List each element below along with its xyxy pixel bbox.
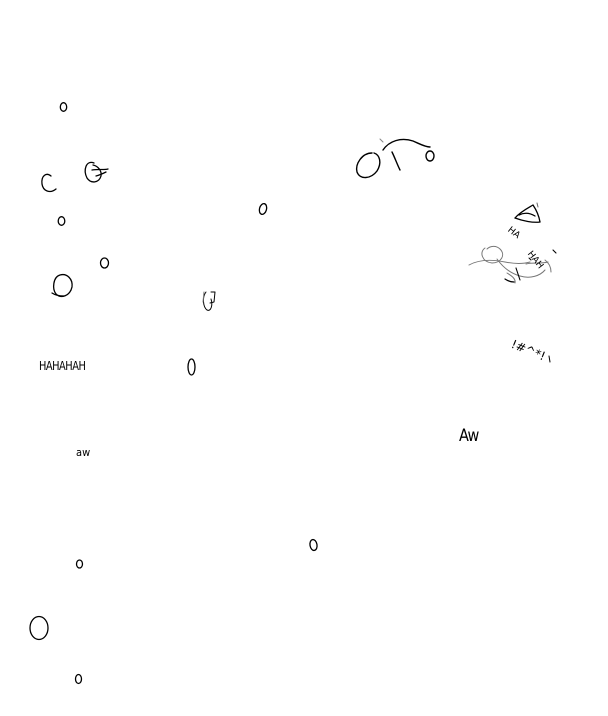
large-circle-doodle <box>29 615 49 641</box>
circle-doodle <box>59 102 68 112</box>
small-scribble-text: aw <box>76 446 91 459</box>
tick-mark <box>528 257 532 261</box>
tick-mark <box>548 355 551 363</box>
tick-mark <box>552 249 557 254</box>
circle-doodle <box>57 216 66 226</box>
open-circle-doodle <box>41 173 57 193</box>
swirl-doodle <box>468 245 552 284</box>
cone-doodle <box>514 202 541 223</box>
big-scribble-text: Aw <box>459 426 479 446</box>
oval-doodle <box>258 202 268 216</box>
circle-doodle <box>74 673 83 685</box>
bracket-doodle <box>202 291 216 311</box>
medium-circle-doodle <box>51 273 73 298</box>
oval-doodle <box>309 538 318 552</box>
arc-circle-doodle <box>355 138 435 179</box>
circle-doodle <box>99 257 110 269</box>
oval-doodle <box>187 358 196 376</box>
hahahah-text: HAHAHAH <box>39 359 86 373</box>
wisp-circle-doodle <box>84 161 109 183</box>
circle-doodle <box>75 559 84 569</box>
